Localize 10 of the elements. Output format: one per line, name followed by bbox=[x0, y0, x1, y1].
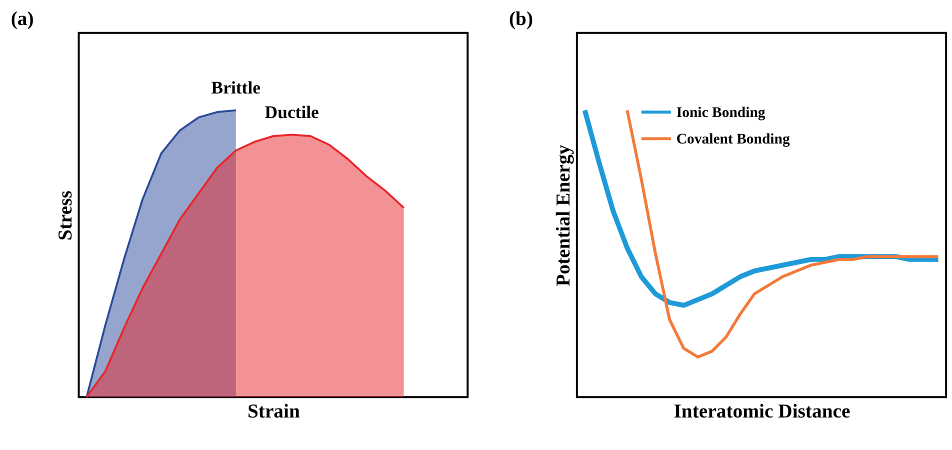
y-axis-title: Potential Energy bbox=[552, 144, 575, 286]
x-axis-title: Interatomic Distance bbox=[674, 400, 850, 422]
chart-title: (b) bbox=[508, 8, 534, 30]
series-label: Ductile bbox=[264, 102, 320, 122]
legend-label: Covalent Bonding bbox=[676, 132, 790, 148]
series-label: Brittle bbox=[211, 78, 261, 98]
chart-title: (a) bbox=[10, 8, 34, 30]
legend-label: Ionic Bonding bbox=[676, 105, 766, 122]
x-axis-title: Strain bbox=[247, 400, 300, 422]
y-axis-title: Stress bbox=[54, 190, 76, 240]
